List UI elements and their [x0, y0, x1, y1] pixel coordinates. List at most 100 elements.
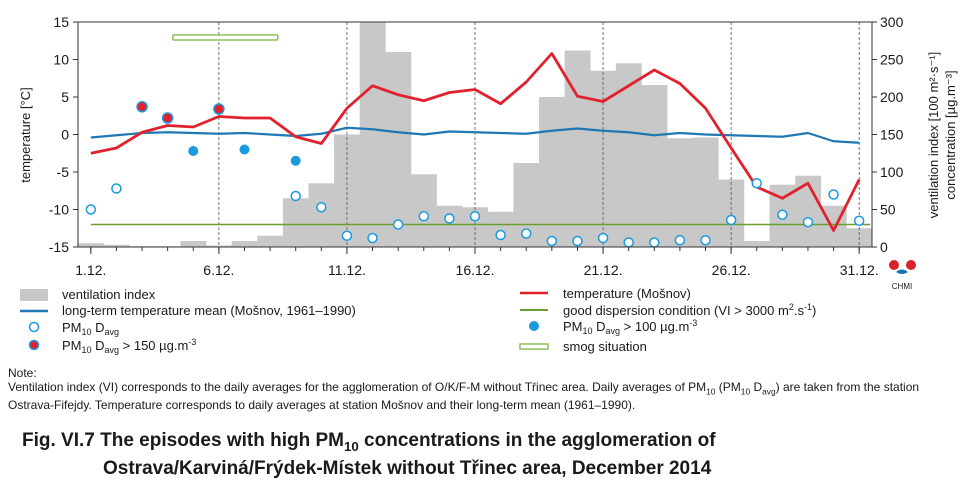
- ventilation-bar: [206, 245, 232, 247]
- pm10-over-100-point: [188, 146, 199, 156]
- pm10-point: [546, 235, 558, 247]
- pm10-point: [469, 211, 481, 222]
- temperature-line: [90, 52, 861, 232]
- pm10-point: [674, 235, 686, 246]
- legend-label-temperature: temperature (Mošnov): [563, 286, 691, 301]
- legend: ventilation index long-term temperature …: [20, 286, 816, 355]
- left-tick-label: -15: [49, 239, 69, 255]
- pm10-point: [853, 215, 865, 226]
- legend-swatch-pm10: [28, 321, 40, 333]
- legend-swatch-pm10-150: [28, 339, 40, 351]
- legend-label-longterm: long-term temperature mean (Mošnov, 1961…: [62, 303, 356, 318]
- pm10-point: [751, 178, 762, 189]
- pm10-point: [828, 189, 839, 200]
- chmi-logo: CHMI: [889, 260, 916, 291]
- pm10-point: [392, 219, 404, 230]
- pm10-point: [700, 235, 711, 246]
- left-tick-label: -5: [57, 164, 70, 180]
- x-tick-label: 21.12.: [584, 262, 623, 278]
- legend-swatch-ventilation: [20, 289, 48, 301]
- pm10-point: [649, 237, 660, 248]
- legend-label-good-dispersion: good dispersion condition (VI > 3000 m2.…: [563, 302, 816, 318]
- ventilation-bar: [487, 211, 514, 247]
- right-axis-title-2: concentration [µg.m⁻³]: [943, 70, 958, 199]
- left-tick-label: -10: [49, 202, 69, 218]
- note-text: Ventilation index (VI) corresponds to th…: [8, 380, 920, 413]
- pm10-over-100-point: [290, 155, 301, 166]
- right-tick-label: 300: [880, 14, 904, 30]
- x-tick-label: 31.12.: [840, 262, 879, 278]
- pm10-point: [495, 229, 506, 241]
- x-tick-label: 1.12.: [75, 262, 106, 278]
- figure-caption: Fig. VI.7 The episodes with high PM10 co…: [22, 430, 962, 480]
- pm10-point: [316, 202, 327, 213]
- right-tick-label: 150: [880, 127, 904, 143]
- pm10-point: [85, 204, 97, 215]
- caption-line-2: Ostrava/Karviná/Frýdek-Místek without Tř…: [103, 457, 712, 479]
- pm10-over-150-point: [161, 112, 174, 124]
- ventilation-bar: [385, 52, 412, 247]
- pm10-over-150-point: [213, 103, 225, 115]
- note-heading: Note:: [8, 366, 37, 380]
- ventilation-bar: [615, 63, 642, 247]
- pm10-point: [111, 183, 122, 194]
- ventilation-bar: [641, 85, 668, 247]
- pm10-markers: [85, 101, 865, 248]
- pm10-point: [597, 232, 609, 244]
- ventilation-bar: [410, 174, 437, 247]
- left-tick-label: 15: [53, 14, 69, 30]
- pm10-point: [802, 217, 814, 228]
- left-tick-label: 10: [53, 52, 69, 68]
- left-tick-label: 5: [61, 89, 69, 105]
- pm10-point: [777, 209, 788, 220]
- ventilation-bar: [103, 244, 130, 247]
- chmi-logo-text: CHMI: [892, 282, 912, 291]
- ventilation-bar: [743, 241, 770, 247]
- left-tick-label: 0: [61, 127, 69, 143]
- right-tick-label: 0: [880, 239, 888, 255]
- legend-label-pm10-150: PM10 Davg > 150 µg.m-3: [62, 337, 196, 355]
- pm10-point: [444, 213, 455, 224]
- ventilation-bar: [667, 138, 694, 247]
- legend-swatch-pm10-100: [529, 321, 539, 331]
- pm10-over-100-point: [239, 144, 250, 155]
- pm10-over-150-point: [136, 101, 148, 113]
- ventilation-bar: [359, 22, 386, 247]
- right-tick-label: 250: [880, 52, 904, 68]
- x-tick-label: 16.12.: [456, 262, 495, 278]
- right-axis-title-1: ventilation index [100 m²·s⁻¹]: [926, 52, 941, 219]
- ventilation-bar: [334, 134, 361, 247]
- legend-label-pm10: PM10 Davg: [62, 320, 119, 337]
- line-series: [90, 52, 861, 232]
- pm10-point: [725, 214, 737, 226]
- pm10-point: [623, 237, 634, 248]
- x-tick-label: 26.12.: [712, 262, 751, 278]
- left-axis-title: temperature [°C]: [18, 87, 33, 183]
- pm10-point: [367, 232, 378, 244]
- ventilation-bar: [308, 183, 335, 247]
- legend-label-ventilation: ventilation index: [62, 287, 156, 302]
- ventilation-bar: [539, 97, 565, 247]
- note: Note: Ventilation index (VI) corresponds…: [8, 366, 968, 412]
- x-tick-label: 6.12.: [203, 262, 234, 278]
- pm10-point: [418, 211, 430, 222]
- legend-label-pm10-100: PM10 Davg > 100 µg.m-3: [563, 318, 697, 336]
- pm10-point: [520, 228, 532, 239]
- right-tick-label: 200: [880, 89, 904, 105]
- ventilation-bar: [78, 243, 104, 247]
- pm10-point: [341, 230, 353, 241]
- ventilation-bar: [282, 198, 309, 247]
- pm10-point: [290, 190, 301, 202]
- legend-label-smog: smog situation: [563, 339, 647, 354]
- right-tick-label: 50: [880, 202, 896, 218]
- ventilation-bar: [436, 205, 463, 247]
- pm10-point: [572, 235, 583, 247]
- ventilation-bar: [180, 241, 207, 247]
- smog-bar: [172, 34, 279, 41]
- caption-line-1: Fig. VI.7 The episodes with high PM10 co…: [22, 430, 716, 454]
- longterm-mean-line: [90, 126, 860, 144]
- ventilation-bar: [257, 235, 284, 247]
- ventilation-bar: [692, 137, 719, 247]
